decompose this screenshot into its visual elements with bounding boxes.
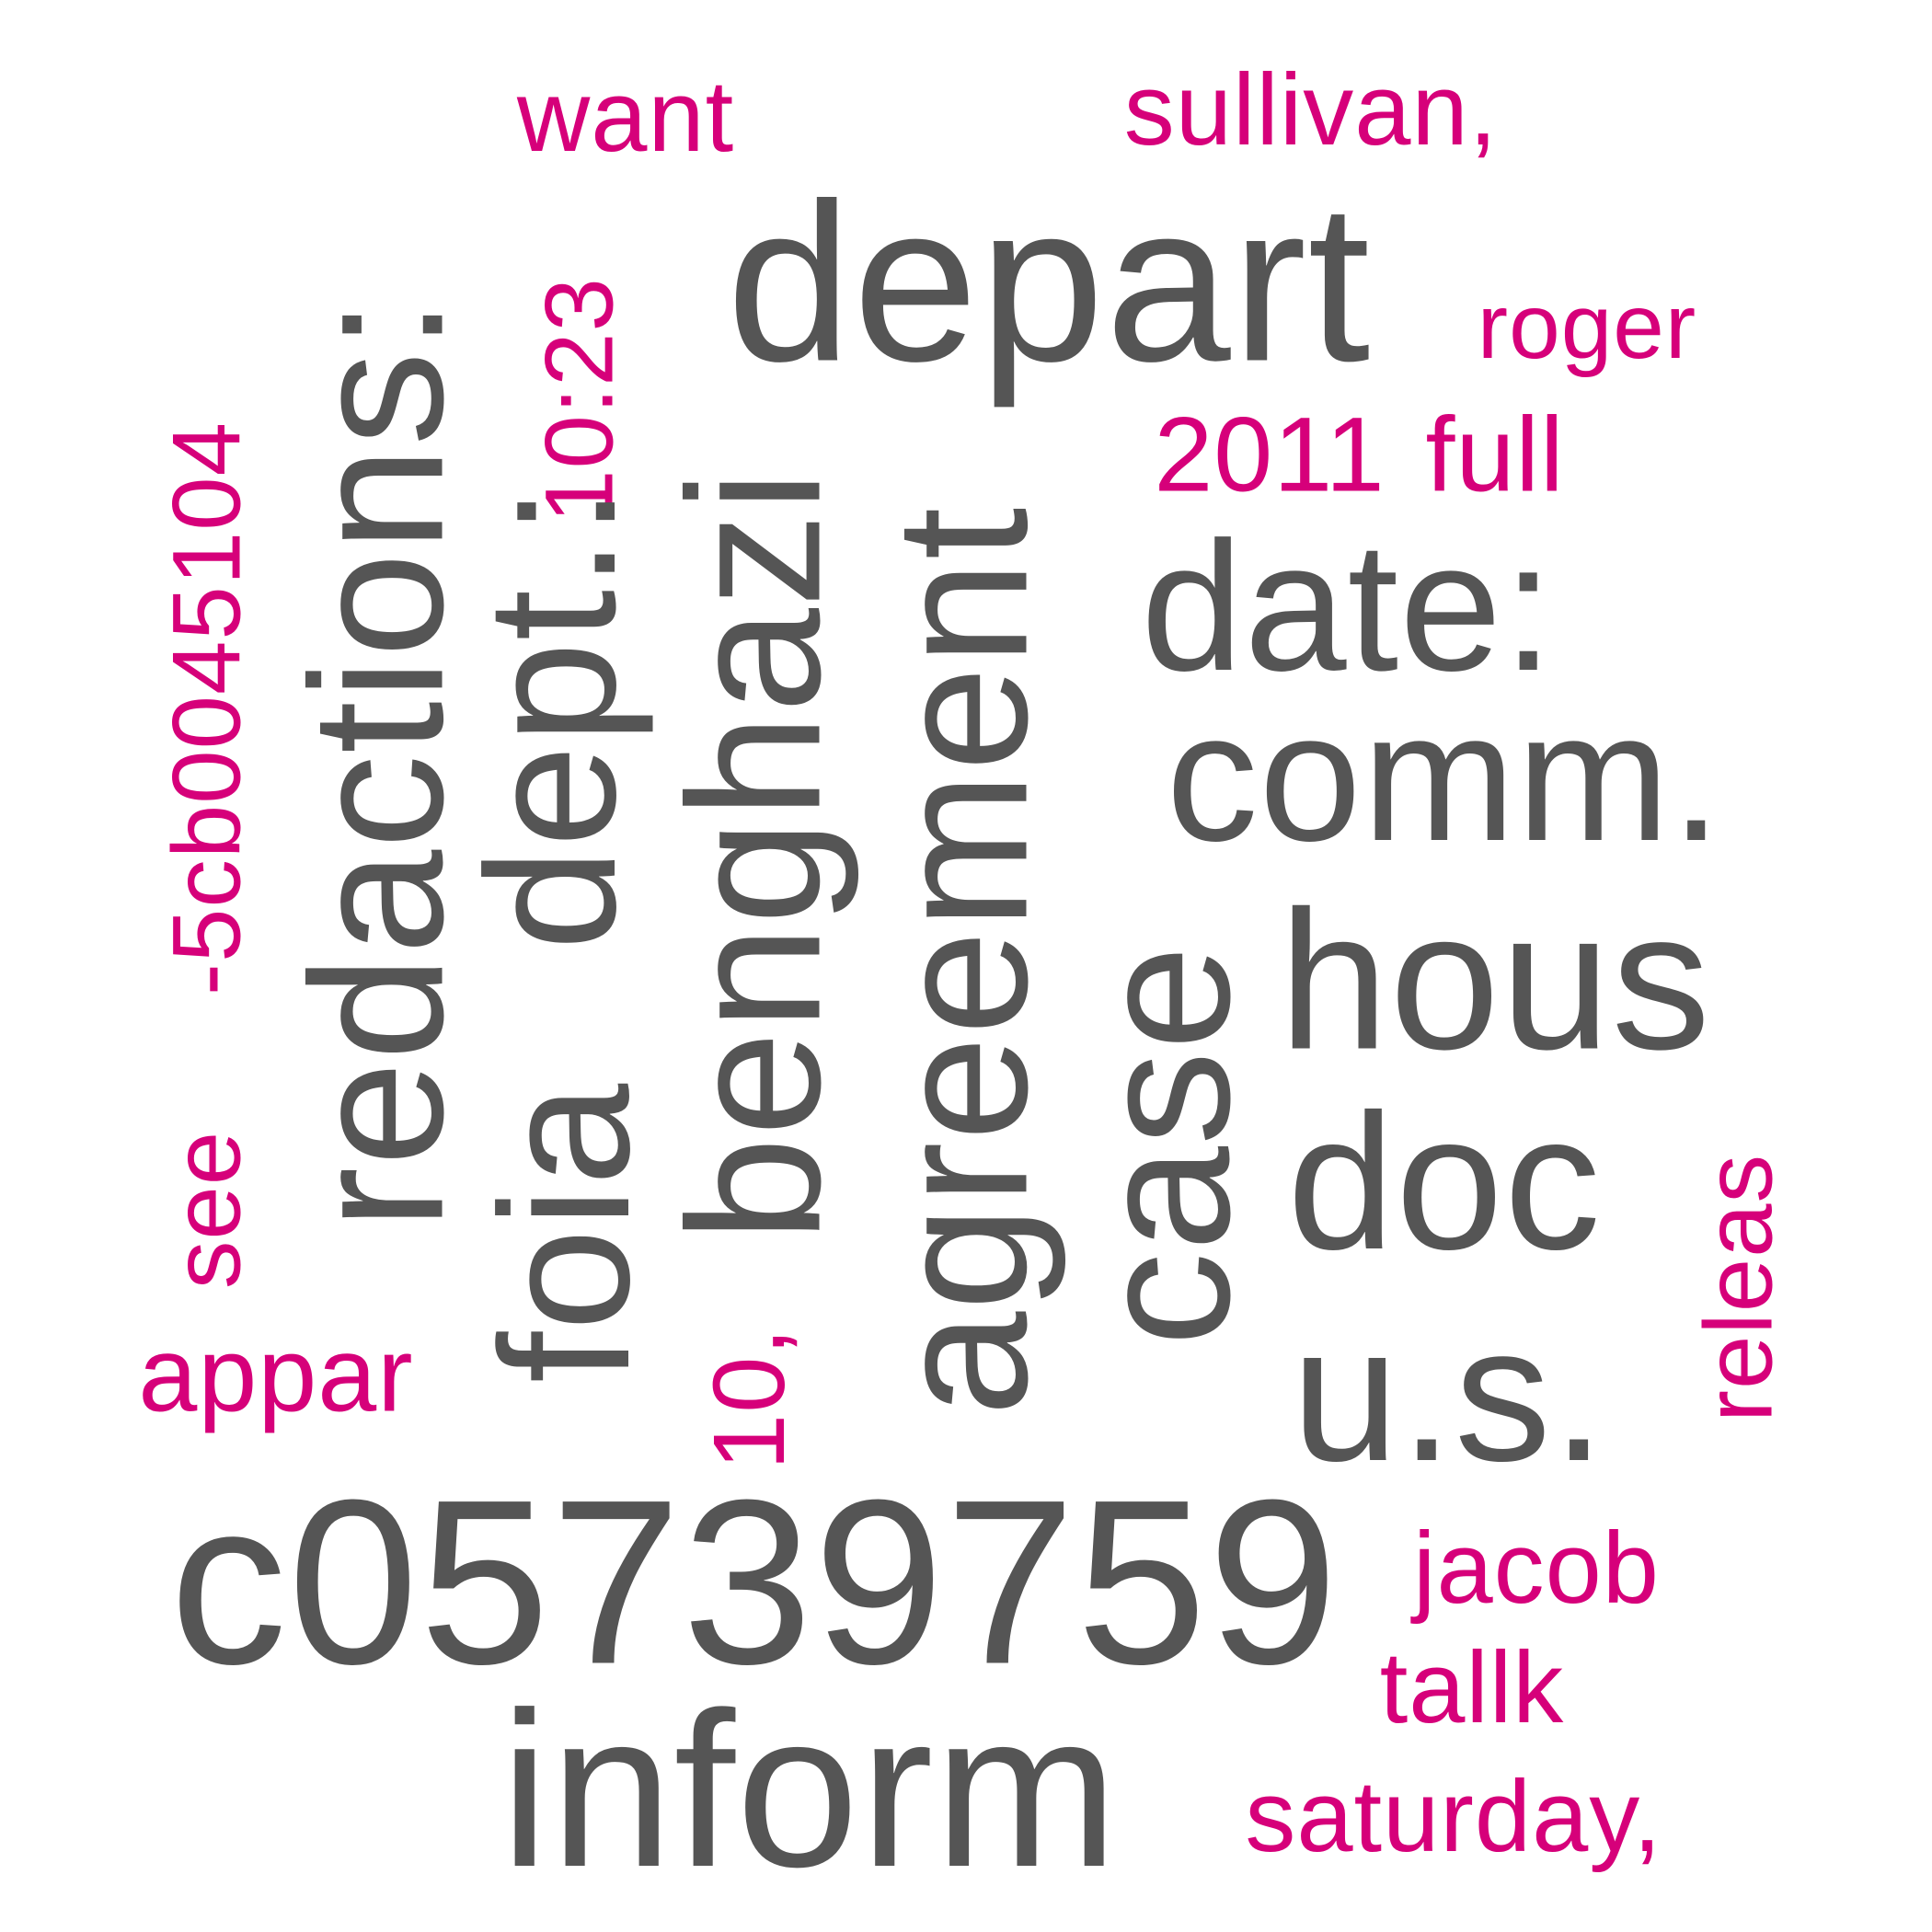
word-hous: hous	[1278, 868, 1712, 1091]
word-us: u.s.	[1291, 1285, 1607, 1501]
word-dept: dept.:	[449, 484, 654, 951]
word-ten: 10,	[693, 1327, 806, 1470]
word-jacob: jacob	[1413, 1512, 1660, 1625]
word-comm: comm.	[1166, 674, 1723, 880]
word-roger: roger	[1477, 275, 1697, 378]
word-2011: 2011	[1154, 396, 1386, 514]
word-tallk: tallk	[1379, 1631, 1565, 1744]
word-want: want	[516, 60, 735, 173]
word-agreement: agreement	[856, 506, 1067, 1417]
word-doc-id: c05739759	[169, 1451, 1340, 1714]
word-case: case	[1058, 944, 1270, 1347]
word-doc: doc	[1287, 1074, 1602, 1290]
word-date: date:	[1141, 504, 1555, 709]
word-depart: depart	[726, 155, 1372, 408]
word-inform: inform	[500, 1666, 1120, 1913]
word-saturday: saturday,	[1245, 1760, 1662, 1873]
word-foia: foia	[463, 1082, 668, 1384]
word-redactions: redactions:	[271, 297, 483, 1230]
word-see: see	[153, 1130, 261, 1290]
word-doc-code: -5cb0045104	[153, 420, 261, 996]
word-releas: releas	[1685, 1154, 1793, 1422]
word-full: full	[1425, 396, 1565, 514]
word-sullivan: sullivan,	[1123, 53, 1499, 167]
word-appar: appar	[138, 1316, 414, 1434]
word-benghazi: benghazi	[649, 468, 860, 1243]
